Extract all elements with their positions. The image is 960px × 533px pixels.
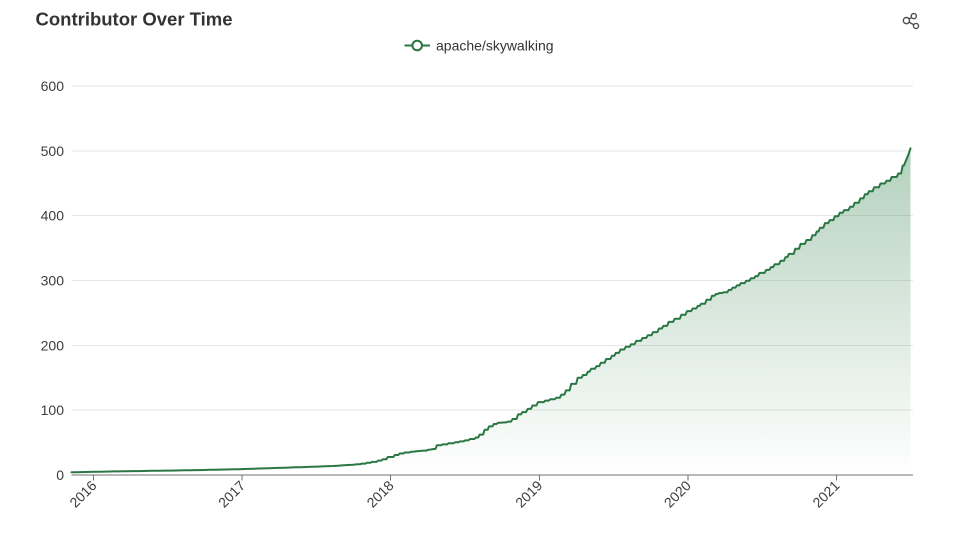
svg-text:200: 200 [41,337,65,353]
svg-text:500: 500 [41,143,65,159]
svg-text:0: 0 [56,467,64,483]
svg-text:600: 600 [41,78,65,94]
svg-text:apache/skywalking: apache/skywalking [436,38,554,54]
svg-text:400: 400 [41,208,65,224]
svg-text:Contributor Over Time: Contributor Over Time [36,9,233,30]
svg-text:300: 300 [41,273,65,289]
svg-text:100: 100 [41,402,65,418]
